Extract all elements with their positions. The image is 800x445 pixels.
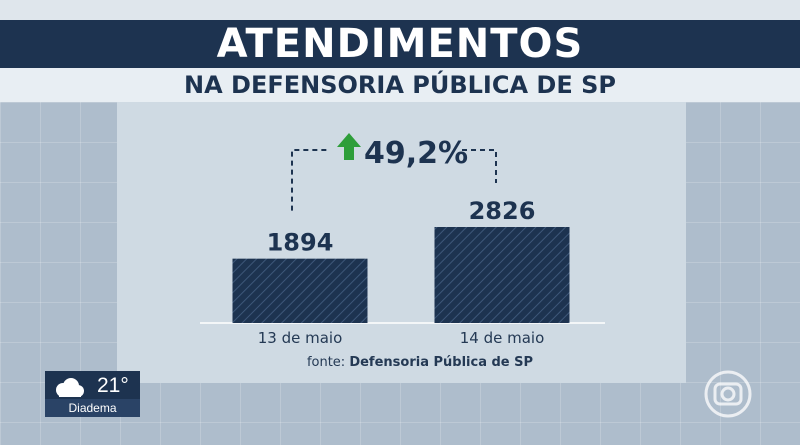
subtitle-band: NA DEFENSORIA PÚBLICA DE SP <box>0 68 800 102</box>
change-percent-label: 49,2% <box>364 136 468 171</box>
bar-2 <box>434 227 570 323</box>
top-strip <box>0 0 800 20</box>
cloud-icon <box>56 378 84 397</box>
weather-city: Diadema <box>45 399 140 417</box>
up-arrow-icon <box>337 133 361 160</box>
bar-value-label-1: 1894 <box>267 229 334 257</box>
source-name: Defensoria Pública de SP <box>349 355 533 370</box>
weather-widget: 21° Diadema <box>45 371 140 417</box>
category-label-2: 14 de maio <box>460 329 545 347</box>
chart-panel <box>117 102 686 383</box>
bar-1 <box>232 258 368 323</box>
chart-title: ATENDIMENTOS <box>216 21 584 67</box>
bar-value-label-2: 2826 <box>469 197 536 225</box>
category-label-1: 13 de maio <box>258 329 343 347</box>
source-prefix: fonte: <box>307 355 349 370</box>
bracket-right <box>462 149 497 183</box>
globo-logo-icon <box>704 370 752 418</box>
source-label: fonte: Defensoria Pública de SP <box>307 355 533 370</box>
chart-subtitle: NA DEFENSORIA PÚBLICA DE SP <box>184 71 616 99</box>
weather-temperature: 21° <box>97 374 129 397</box>
bracket-left <box>291 149 330 211</box>
title-band: ATENDIMENTOS <box>0 20 800 68</box>
